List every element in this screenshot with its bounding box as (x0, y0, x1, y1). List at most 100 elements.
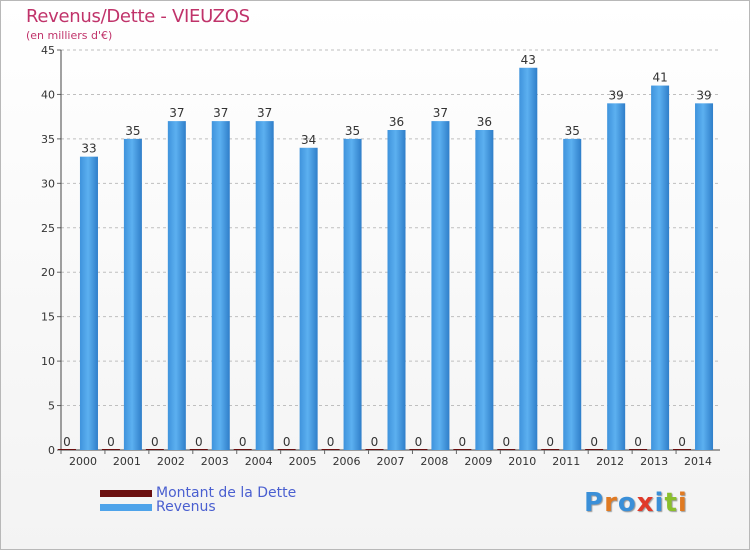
legend-item-debt: Montant de la Dette (100, 485, 296, 501)
x-tick-label: 2007 (377, 455, 405, 468)
x-tick-label: 2002 (157, 455, 185, 468)
debt-value-label: 0 (678, 435, 686, 449)
revenue-value-label: 37 (169, 106, 184, 120)
y-tick-label: 5 (48, 400, 55, 413)
revenue-bar (211, 121, 230, 450)
revenue-value-label: 34 (301, 133, 316, 147)
debt-value-label: 0 (590, 435, 598, 449)
revenue-value-label: 43 (521, 53, 536, 67)
debt-bar (453, 449, 472, 450)
y-tick-label: 10 (41, 355, 55, 368)
revenue-bar (695, 103, 714, 450)
revenue-bar (167, 121, 186, 450)
x-tick-label: 2009 (464, 455, 492, 468)
revenue-bar (79, 156, 98, 450)
debt-bar (145, 449, 164, 450)
x-tick-label: 2011 (552, 455, 580, 468)
y-tick-label: 45 (41, 44, 55, 57)
chart-title: Revenus/Dette - VIEUZOS (26, 6, 250, 27)
revenue-bar (563, 138, 582, 450)
debt-value-label: 0 (546, 435, 554, 449)
revenue-bar (123, 138, 142, 450)
debt-value-label: 0 (415, 435, 423, 449)
logo-letter: P (584, 488, 605, 518)
revenue-bar (387, 130, 406, 450)
revenue-bar (651, 85, 670, 451)
y-tick-label: 30 (41, 177, 55, 190)
logo-letter: o (617, 488, 637, 518)
debt-bar (585, 449, 604, 450)
revenue-value-label: 36 (389, 115, 404, 129)
revenue-bar (255, 121, 274, 450)
legend-item-revenue: Revenus (100, 499, 296, 515)
y-tick-label: 25 (41, 222, 55, 235)
x-tick-label: 2010 (508, 455, 536, 468)
debt-bar (321, 449, 340, 450)
debt-value-label: 0 (459, 435, 467, 449)
y-tick-label: 20 (41, 266, 55, 279)
debt-bar (365, 449, 384, 450)
proxiti-logo: Proxiti (584, 488, 688, 518)
x-tick-label: 2003 (201, 455, 229, 468)
revenue-value-label: 39 (696, 88, 711, 102)
y-tick-label: 35 (41, 133, 55, 146)
x-tick-label: 2012 (596, 455, 624, 468)
chart-subtitle: (en milliers d'€) (26, 29, 113, 42)
debt-value-label: 0 (63, 435, 71, 449)
revenue-value-label: 33 (81, 142, 96, 156)
revenue-value-label: 35 (345, 124, 360, 138)
debt-value-label: 0 (502, 435, 510, 449)
revenue-value-label: 41 (652, 71, 667, 85)
debt-value-label: 0 (151, 435, 159, 449)
x-tick-label: 2013 (640, 455, 668, 468)
revenue-bar (519, 67, 538, 451)
debt-bar (409, 449, 428, 450)
revenue-value-label: 36 (477, 115, 492, 129)
logo-letter: x (636, 488, 655, 518)
revenue-value-label: 37 (433, 106, 448, 120)
logo-letter: r (604, 488, 618, 518)
legend: Montant de la Dette Revenus (100, 485, 296, 515)
debt-value-label: 0 (195, 435, 203, 449)
debt-bar (101, 449, 120, 450)
revenue-value-label: 37 (257, 106, 272, 120)
debt-bar (189, 449, 208, 450)
y-tick-label: 15 (41, 311, 55, 324)
x-tick-label: 2005 (289, 455, 317, 468)
debt-value-label: 0 (634, 435, 642, 449)
logo-letter: t (664, 488, 678, 518)
legend-swatch-revenue (100, 503, 152, 511)
x-tick-label: 2004 (245, 455, 273, 468)
debt-value-label: 0 (371, 435, 379, 449)
debt-bar (541, 449, 560, 450)
x-tick-label: 2014 (684, 455, 712, 468)
debt-value-label: 0 (327, 435, 335, 449)
x-tick-label: 2008 (420, 455, 448, 468)
debt-bar (673, 449, 692, 450)
y-tick-label: 0 (48, 444, 55, 457)
debt-bar (233, 449, 252, 450)
debt-bar (629, 449, 648, 450)
revenue-bar (343, 138, 362, 450)
legend-label-revenue: Revenus (156, 499, 216, 515)
revenue-bar (299, 147, 318, 450)
debt-bar (497, 449, 516, 450)
debt-value-label: 0 (107, 435, 115, 449)
revenue-bar (607, 103, 626, 450)
y-tick-label: 40 (41, 88, 55, 101)
debt-bar (277, 449, 296, 450)
debt-value-label: 0 (283, 435, 291, 449)
revenue-value-label: 35 (125, 124, 140, 138)
x-tick-label: 2000 (69, 455, 97, 468)
revenue-bar (475, 130, 494, 450)
x-tick-label: 2001 (113, 455, 141, 468)
revenue-value-label: 37 (213, 106, 228, 120)
logo-letter: i (654, 488, 665, 518)
x-tick-label: 2006 (333, 455, 361, 468)
revenue-value-label: 35 (565, 124, 580, 138)
debt-value-label: 0 (239, 435, 247, 449)
legend-swatch-debt (100, 489, 152, 497)
revenue-value-label: 39 (609, 88, 624, 102)
logo-letter: i (677, 488, 688, 518)
